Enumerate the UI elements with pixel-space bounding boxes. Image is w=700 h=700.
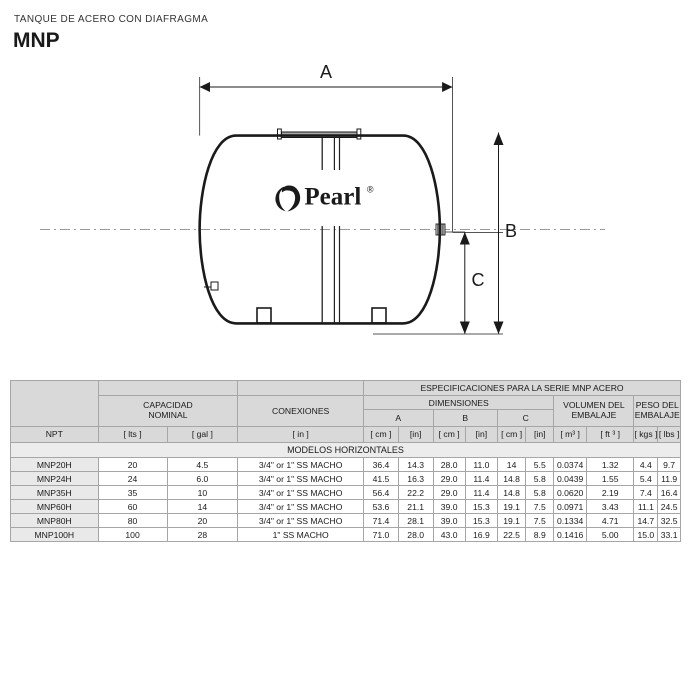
svg-text:®: ® xyxy=(367,185,374,195)
svg-text:Pearl: Pearl xyxy=(304,184,361,211)
svg-text:B: B xyxy=(505,221,517,241)
svg-text:A: A xyxy=(320,62,332,82)
svg-text:C: C xyxy=(472,270,485,290)
